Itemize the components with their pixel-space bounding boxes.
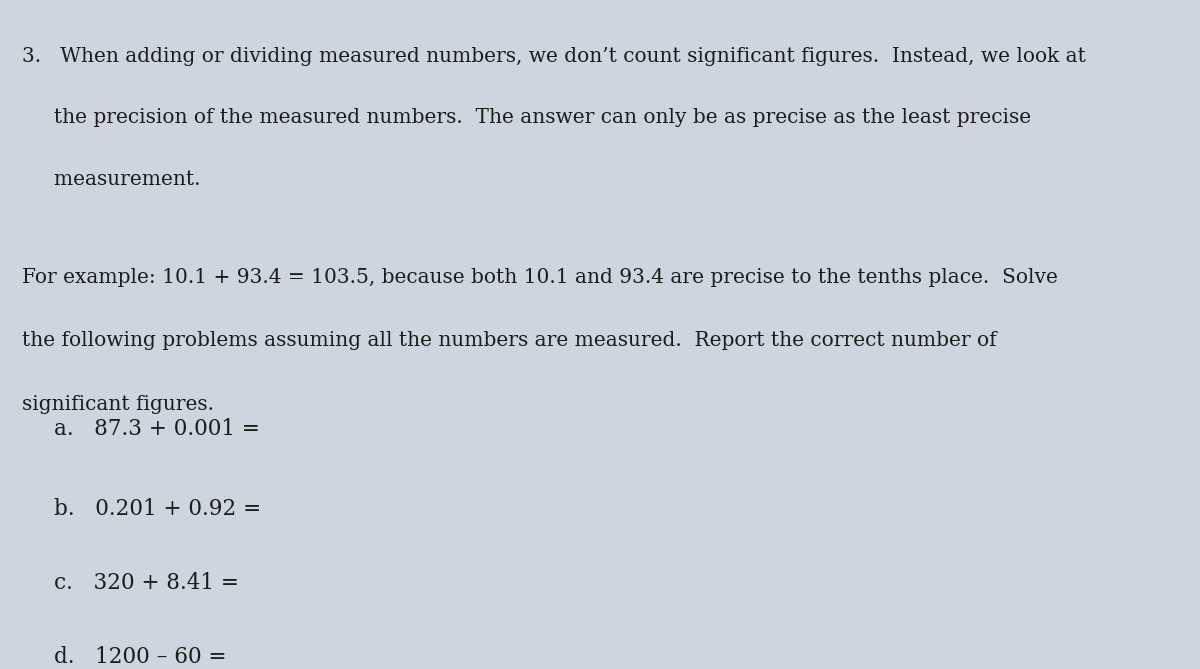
Text: For example: 10.1 + 93.4 = 103.5, because both 10.1 and 93.4 are precise to the : For example: 10.1 + 93.4 = 103.5, becaus… [22,268,1057,286]
Text: significant figures.: significant figures. [22,395,214,413]
Text: c.   320 + 8.41 =: c. 320 + 8.41 = [54,572,239,594]
Text: the following problems assuming all the numbers are measured.  Report the correc: the following problems assuming all the … [22,331,996,350]
Text: a.   87.3 + 0.001 =: a. 87.3 + 0.001 = [54,418,260,440]
Text: measurement.: measurement. [22,170,200,189]
Text: the precision of the measured numbers.  The answer can only be as precise as the: the precision of the measured numbers. T… [22,108,1031,127]
Text: 3.   When adding or dividing measured numbers, we don’t count significant figure: 3. When adding or dividing measured numb… [22,47,1086,66]
Text: b.   0.201 + 0.92 =: b. 0.201 + 0.92 = [54,498,262,520]
Text: d.   1200 – 60 =: d. 1200 – 60 = [54,646,227,668]
